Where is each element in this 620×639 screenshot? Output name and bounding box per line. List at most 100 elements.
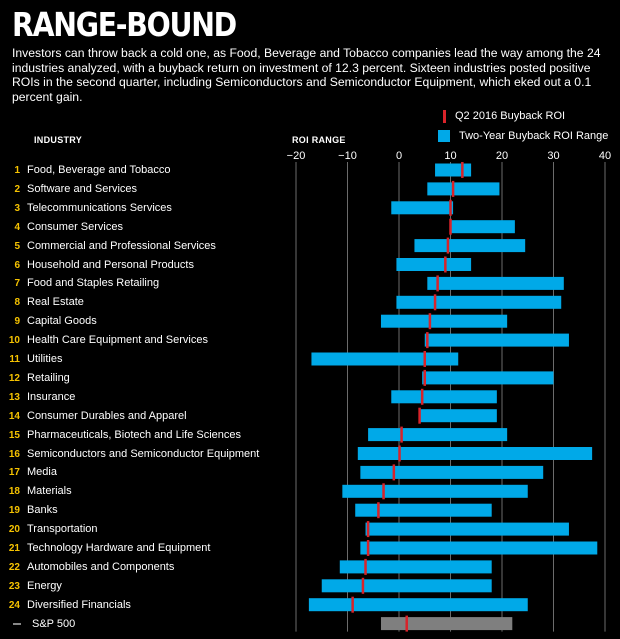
industry-name: Pharmaceuticals, Biotech and Life Scienc… [27,428,242,441]
industry-name: Transportation [27,523,98,536]
industry-row-label: 11 Utilities [0,351,62,367]
industry-row-label: 5 Commercial and Professional Services [0,238,215,254]
range-bar [380,314,508,328]
industry-name: Retailing [27,371,70,384]
industry-name: Food and Staples Retailing [27,277,160,290]
q2-roi-marker [449,199,452,216]
legend-q2: Q2 2016 Buyback ROI [437,108,565,124]
range-bar [422,371,554,385]
industry-name: Health Care Equipment and Services [27,334,208,347]
industry-row-label: 2 Software and Services [0,181,137,197]
range-bar [360,465,544,479]
range-bar [435,163,472,177]
q2-roi-marker [444,256,447,273]
industry-name: S&P 500 [32,617,76,630]
industry-name: Automobiles and Components [27,560,175,573]
industry-row-label: 24 Diversified Financials [0,597,131,613]
industry-row-label: 9 Capital Goods [0,313,97,329]
q2-roi-marker [436,275,439,292]
chart-title: RANGE-BOUND [12,5,237,44]
q2-roi-marker [461,162,464,178]
industry-row-label: 16 Semiconductors and Semiconductor Equip… [0,446,259,462]
industry-name: Real Estate [27,296,84,309]
industry-row-label: 12 Retailing [0,370,70,386]
industry-row-label: 13 Insurance [0,389,75,405]
industry-name: Telecommunications Services [27,201,172,214]
range-bar [414,239,526,253]
q2-roi-marker [377,502,380,519]
industry-row-label: 23 Energy [0,578,62,594]
range-bar [368,428,508,442]
q2-roi-marker [400,426,403,443]
benchmark-label: S&P 500 [0,616,75,632]
range-bar [360,541,598,555]
x-tick-label: −10 [338,150,357,162]
rank-number: 2 [14,183,20,195]
range-bar [424,333,569,347]
q2-roi-marker [426,332,429,349]
q2-roi-marker [418,407,421,424]
industry-row-label: 14 Consumer Durables and Apparel [0,408,187,424]
industry-row-label: 20 Transportation [0,521,98,537]
chart-subtitle: Investors can throw back a cold one, as … [12,46,601,104]
industry-row-label: 21 Technology Hardware and Equipment [0,540,211,556]
industry-name: Household and Personal Products [27,258,194,271]
benchmark-dash [13,622,21,625]
q2-roi-marker [364,558,367,575]
range-bar [355,503,492,517]
range-bar [357,447,593,460]
range-bar [342,484,528,498]
range-bar [308,598,528,612]
range-bar [321,579,492,593]
industry-name: Materials [27,485,72,498]
q2-roi-marker [382,483,385,500]
rank-number: 19 [8,505,20,517]
rank-number: 11 [9,354,20,365]
q2-roi-marker [451,180,455,197]
q2-roi-marker [449,218,452,235]
rank-number: 21 [8,543,20,554]
industry-name: Technology Hardware and Equipment [27,542,211,554]
x-tick-label: 0 [395,150,403,162]
industry-name: Media [27,466,57,479]
legend-q2-label: Q2 2016 Buyback ROI [455,110,566,122]
industry-name: Consumer Services [27,220,123,233]
industry-row-label: 15 Pharmaceuticals, Biotech and Life Scie… [0,427,241,443]
q2-roi-marker [366,540,370,556]
rank-number: 10 [8,335,20,347]
range-bar [365,522,569,536]
range-bar [396,295,562,309]
rank-number: 14 [8,410,20,422]
legend-q2-swatch [443,109,446,123]
q2-roi-marker [446,237,450,254]
industry-row-label: 4 Consumer Services [0,219,123,235]
industry-name: Capital Goods [27,315,97,328]
legend-range: Two-Year Buyback ROI Range [437,128,608,144]
industry-name: Energy [27,579,62,592]
benchmark-q2-marker [405,615,408,632]
range-bar [396,258,472,271]
range-bar [339,560,492,574]
rank-number: 13 [8,391,20,403]
industry-row-label: 10 Health Care Equipment and Services [0,332,208,348]
industry-name: Utilities [27,353,63,365]
benchmark-range-bar [380,617,513,631]
industry-row-label: 6 Household and Personal Products [0,257,194,273]
q2-roi-marker [428,313,432,330]
industry-name: Software and Services [27,182,138,195]
rank-number: 9 [14,316,20,328]
x-tick-label: 40 [598,150,612,162]
industry-name: Food, Beverage and Tobacco [27,164,171,176]
rank-number: 8 [14,297,20,309]
industry-name: Banks [27,504,58,517]
q2-roi-marker [366,521,370,538]
q2-roi-marker [351,596,354,613]
industry-row-label: 3 Telecommunications Services [0,200,172,216]
rank-number: 15 [8,429,20,441]
range-bar [427,182,500,196]
industry-row-label: 7 Food and Staples Retailing [0,275,159,291]
roi-range-column-header: ROI RANGE [292,135,346,145]
industry-row-label: 17 Media [0,464,57,480]
rank-number: 22 [8,561,20,573]
rank-number: 20 [8,524,20,536]
